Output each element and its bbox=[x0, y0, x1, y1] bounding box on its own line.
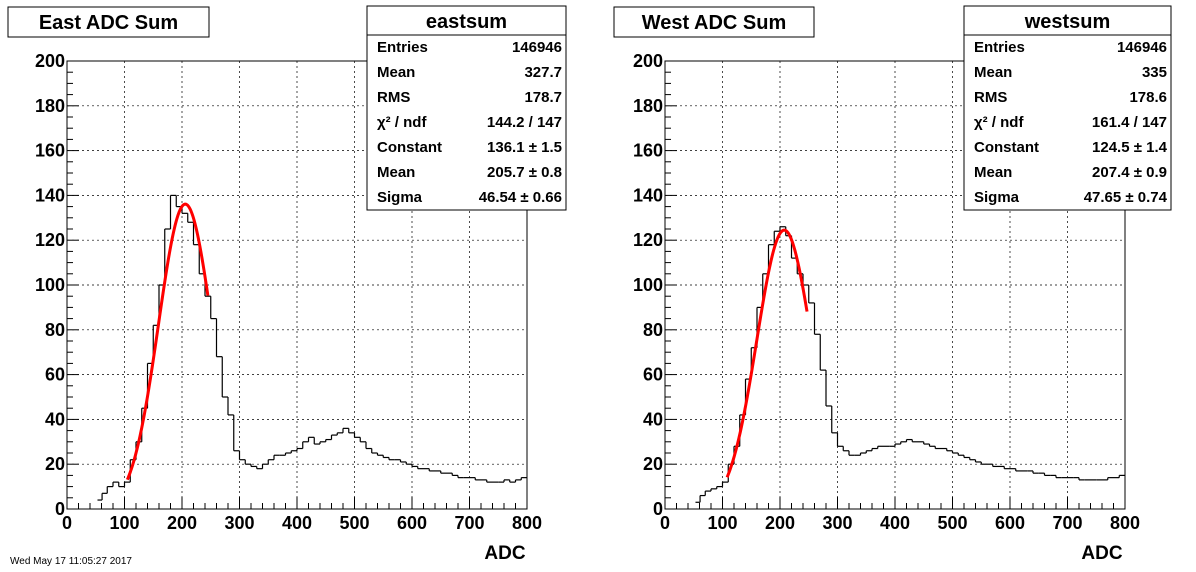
x-tick-label: 800 bbox=[1110, 513, 1140, 533]
stats-box: westsum Entries 146946 Mean 335 RMS 178.6 χ² / … bbox=[963, 5, 1172, 211]
chart-title: West ADC Sum bbox=[642, 12, 786, 34]
x-axis-label: ADC bbox=[1081, 543, 1122, 564]
x-tick-label: 100 bbox=[109, 513, 139, 533]
footer-timestamp: Wed May 17 11:05:27 2017 bbox=[10, 556, 132, 567]
stats-row-value: 178.7 bbox=[524, 89, 562, 106]
histogram-series bbox=[97, 194, 527, 501]
title-box bbox=[613, 6, 815, 38]
y-tick-label: 100 bbox=[633, 275, 663, 295]
stats-row-value: 327.7 bbox=[524, 64, 562, 81]
stats-row-label: Mean bbox=[974, 64, 1012, 81]
y-tick-label: 120 bbox=[633, 230, 663, 250]
x-tick-label: 400 bbox=[880, 513, 910, 533]
stats-row-value: 207.4 ± 0.9 bbox=[1092, 164, 1167, 181]
stats-row-value: 47.65 ± 0.74 bbox=[1084, 189, 1168, 206]
y-tick-label: 60 bbox=[45, 365, 65, 385]
stats-row-label: χ² / ndf bbox=[974, 114, 1024, 131]
y-tick-label: 140 bbox=[633, 185, 663, 205]
stats-row-label: Sigma bbox=[974, 189, 1020, 206]
chart-title: East ADC Sum bbox=[39, 12, 178, 34]
x-tick-label: 0 bbox=[660, 513, 670, 533]
stats-name: westsum bbox=[1024, 11, 1111, 33]
y-tick-label: 80 bbox=[45, 320, 65, 340]
y-tick-label: 140 bbox=[35, 185, 65, 205]
y-tick-label: 120 bbox=[35, 230, 65, 250]
y-tick-label: 160 bbox=[633, 141, 663, 161]
y-tick-label: 200 bbox=[35, 51, 65, 71]
stats-row-label: Mean bbox=[377, 164, 415, 181]
stats-box-frame bbox=[366, 5, 567, 211]
y-tick-label: 0 bbox=[55, 499, 65, 519]
stats-row-label: Constant bbox=[974, 139, 1039, 156]
stats-row-label: Constant bbox=[377, 139, 442, 156]
x-axis-label: ADC bbox=[484, 543, 525, 564]
x-tick-label: 100 bbox=[707, 513, 737, 533]
y-tick-label: 40 bbox=[643, 409, 663, 429]
y-tick-label: 180 bbox=[35, 96, 65, 116]
histogram-series bbox=[695, 226, 1125, 503]
x-tick-label: 500 bbox=[339, 513, 369, 533]
title-box bbox=[7, 6, 210, 38]
y-tick-label: 0 bbox=[653, 499, 663, 519]
stats-box: eastsum Entries 146946 Mean 327.7 RMS 178.7 χ² … bbox=[366, 5, 567, 211]
x-tick-label: 300 bbox=[224, 513, 254, 533]
stats-row-value: 46.54 ± 0.66 bbox=[479, 189, 562, 206]
y-tick-label: 40 bbox=[45, 409, 65, 429]
x-tick-label: 800 bbox=[512, 513, 542, 533]
stats-row-label: Mean bbox=[377, 64, 415, 81]
stats-row-value: 205.7 ± 0.8 bbox=[487, 164, 562, 181]
stats-row-label: RMS bbox=[377, 89, 410, 106]
stats-row-label: Mean bbox=[974, 164, 1012, 181]
x-tick-label: 300 bbox=[822, 513, 852, 533]
stats-row-label: RMS bbox=[974, 89, 1007, 106]
stats-box-frame bbox=[963, 5, 1172, 211]
x-tick-label: 700 bbox=[454, 513, 484, 533]
chart-panel-east: 0 100 200 300 400 500 600 700 800 0 20 40 60 80 100 120… bbox=[7, 5, 567, 564]
stats-row-value: 146946 bbox=[512, 39, 562, 56]
stats-row-value: 146946 bbox=[1117, 39, 1167, 56]
stats-row-label: Sigma bbox=[377, 189, 423, 206]
stats-row-value: 178.6 bbox=[1129, 89, 1167, 106]
x-tick-label: 600 bbox=[397, 513, 427, 533]
x-tick-label: 500 bbox=[937, 513, 967, 533]
stats-row-value: 124.5 ± 1.4 bbox=[1092, 139, 1168, 156]
y-tick-label: 80 bbox=[643, 320, 663, 340]
stats-name: eastsum bbox=[426, 11, 507, 33]
stats-row-value: 161.4 / 147 bbox=[1092, 114, 1167, 131]
gaussian-fit-curve bbox=[125, 202, 210, 481]
stats-row-value: 335 bbox=[1142, 64, 1167, 81]
stats-row-value: 144.2 / 147 bbox=[487, 114, 562, 131]
gaussian-fit-curve bbox=[725, 228, 809, 478]
x-tick-label: 400 bbox=[282, 513, 312, 533]
stats-row-label: χ² / ndf bbox=[377, 114, 427, 131]
y-tick-label: 20 bbox=[643, 454, 663, 474]
y-tick-label: 60 bbox=[643, 365, 663, 385]
y-tick-label: 200 bbox=[633, 51, 663, 71]
stats-row-label: Entries bbox=[974, 39, 1025, 56]
y-tick-label: 160 bbox=[35, 141, 65, 161]
chart-panel-west: 0 100 200 300 400 500 600 700 800 0 20 40 60 80 100 120… bbox=[613, 5, 1172, 564]
x-tick-label: 600 bbox=[995, 513, 1025, 533]
x-tick-label: 200 bbox=[167, 513, 197, 533]
stats-row-label: Entries bbox=[377, 39, 428, 56]
x-tick-label: 700 bbox=[1052, 513, 1082, 533]
x-tick-label: 200 bbox=[765, 513, 795, 533]
y-tick-label: 100 bbox=[35, 275, 65, 295]
y-tick-label: 20 bbox=[45, 454, 65, 474]
x-tick-label: 0 bbox=[62, 513, 72, 533]
y-tick-label: 180 bbox=[633, 96, 663, 116]
stats-row-value: 136.1 ± 1.5 bbox=[487, 139, 562, 156]
